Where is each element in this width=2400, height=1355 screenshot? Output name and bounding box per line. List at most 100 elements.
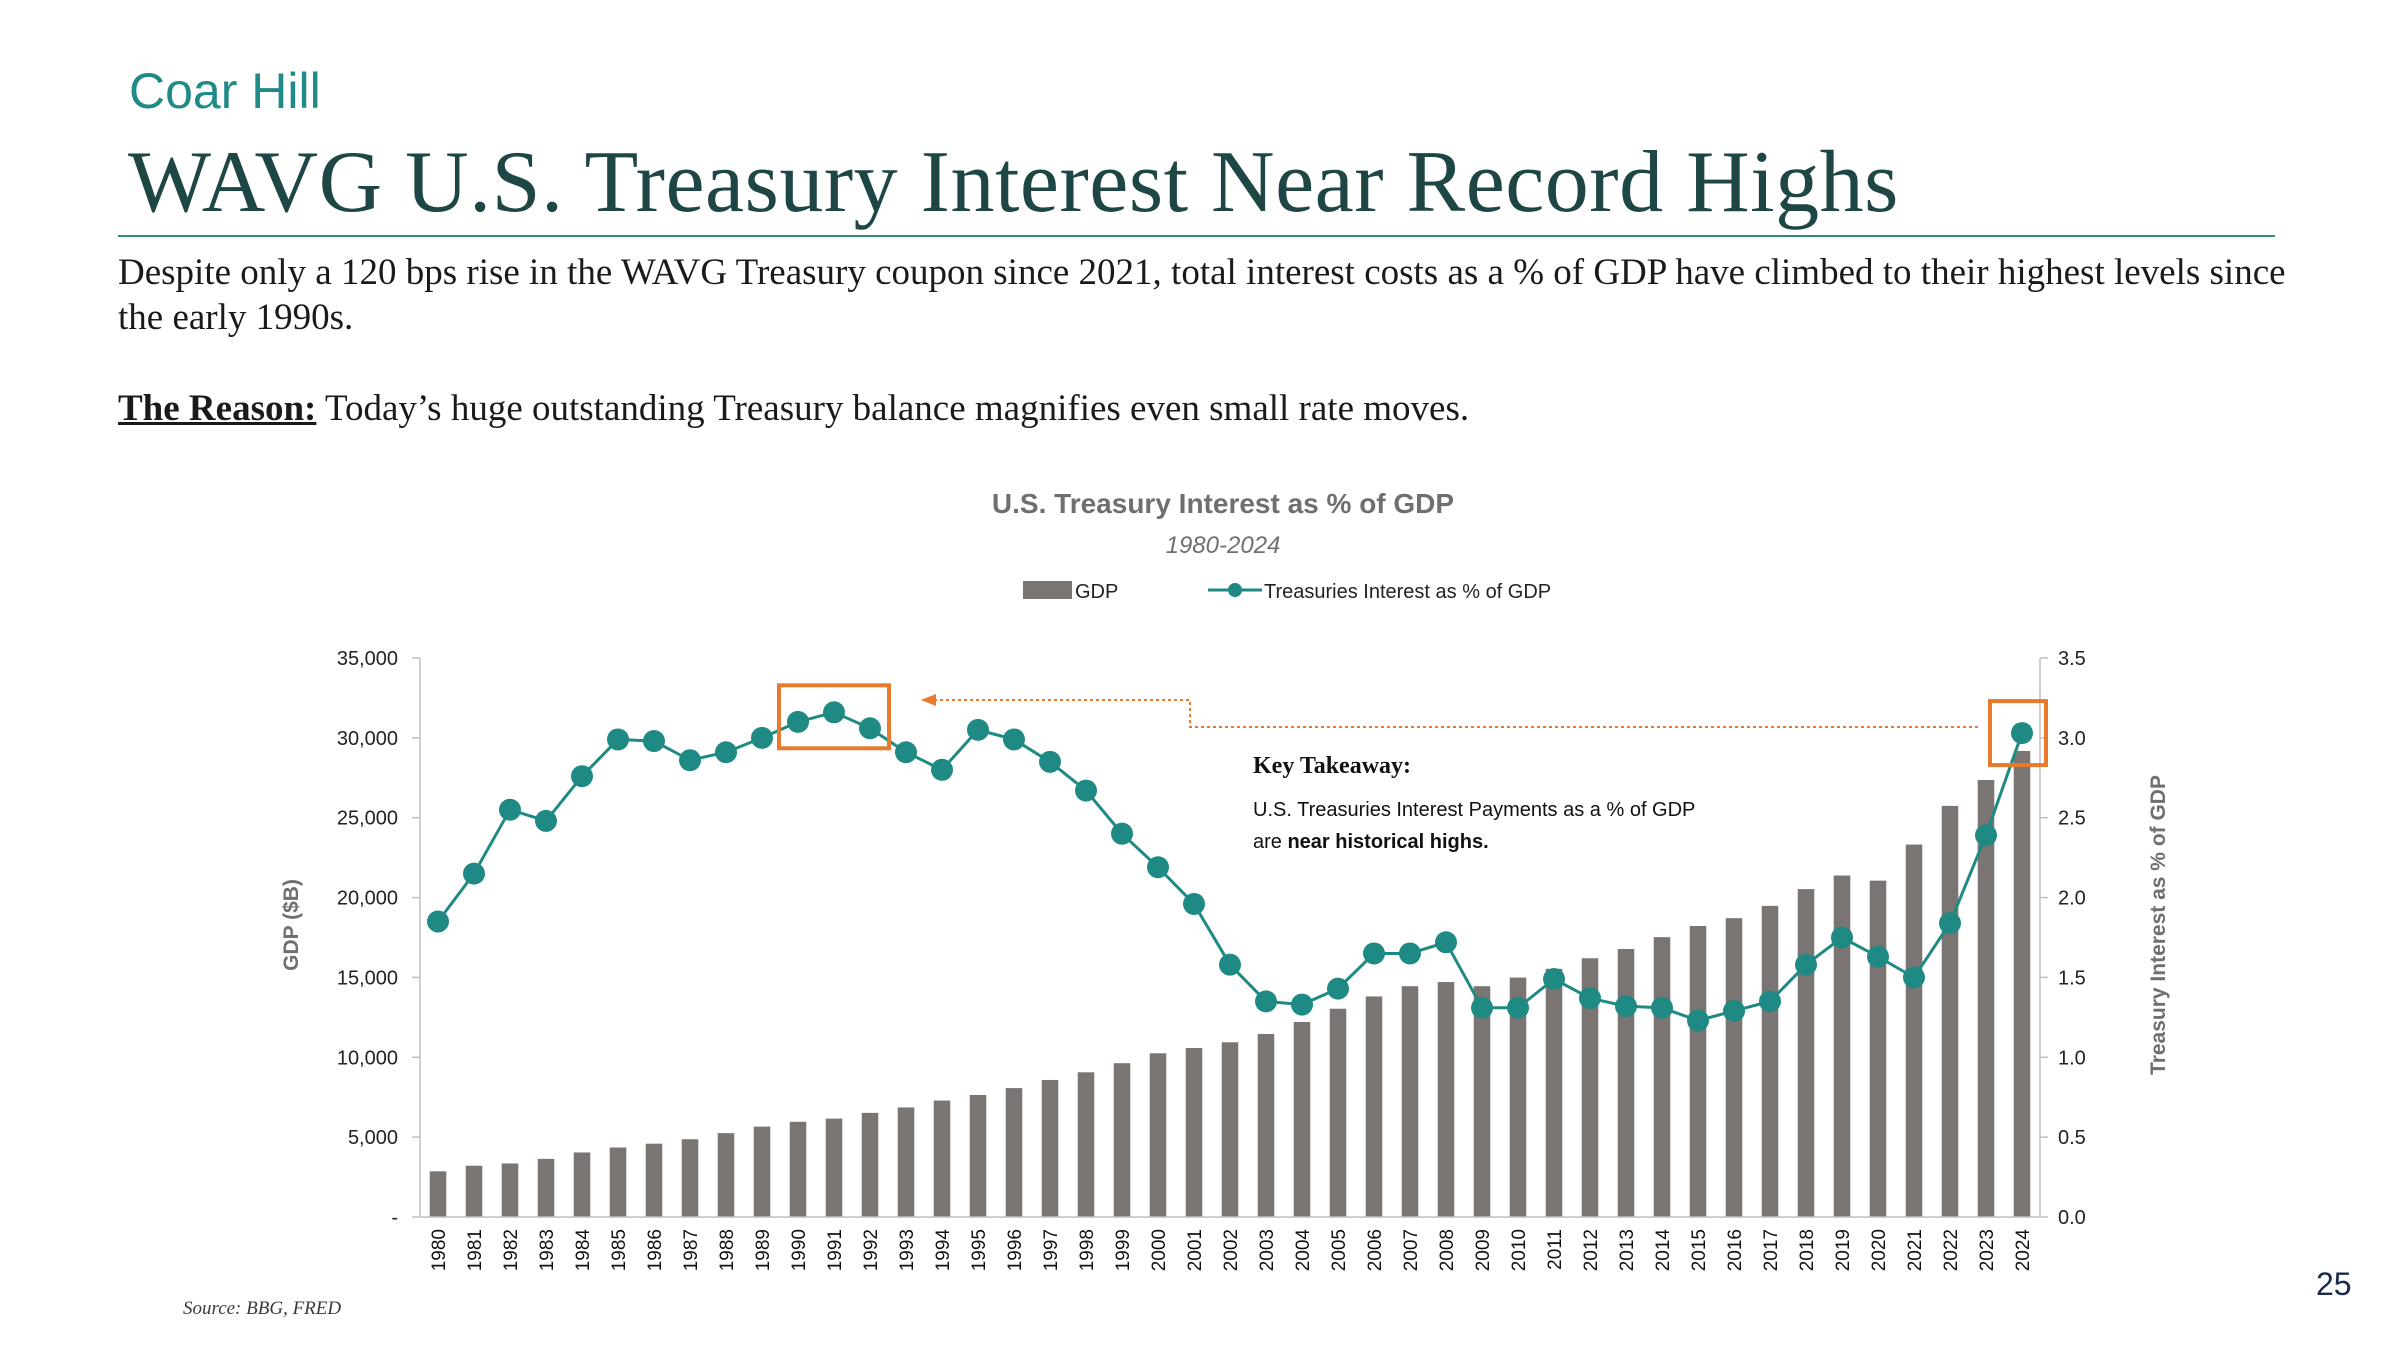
chart-legend: GDP Treasuries Interest as % of GDP	[1023, 581, 1551, 603]
gdp-bar	[897, 1107, 915, 1217]
legend-label-interest: Treasuries Interest as % of GDP	[1264, 581, 1551, 603]
connector-arrowhead	[921, 694, 936, 706]
interest-point	[823, 701, 845, 724]
right-axis: 0.0 0.5 1.0 1.5 2.0 2.5 3.0 3.5	[2039, 648, 2086, 1229]
gdp-bars	[429, 750, 2031, 1217]
x-axis-year-label: 2002	[1221, 1229, 1242, 1271]
x-axis-year-label: 1986	[645, 1229, 666, 1271]
gdp-bar	[429, 1171, 447, 1217]
x-axis-year-label: 1980	[429, 1229, 450, 1271]
gdp-bar	[681, 1139, 699, 1217]
gdp-bar	[1113, 1063, 1131, 1217]
left-axis-tick-label: 25,000	[337, 808, 398, 830]
interest-point	[499, 798, 521, 821]
interest-point	[679, 749, 701, 772]
x-axis-year-label: 2018	[1797, 1229, 1818, 1271]
gdp-bar	[1581, 958, 1599, 1217]
gdp-bar	[1689, 926, 1707, 1217]
interest-point	[1435, 931, 1457, 954]
gdp-bar	[1221, 1042, 1239, 1217]
x-axis-year-label: 2001	[1185, 1229, 1206, 1271]
x-axis-year-label: 1987	[681, 1229, 702, 1271]
key-takeaway-annotation: Key Takeaway: U.S. Treasuries Interest P…	[1253, 753, 1695, 853]
interest-point	[1687, 1009, 1709, 1032]
x-axis-year-label: 2011	[1545, 1229, 1566, 1270]
reason-label: The Reason:	[118, 388, 317, 429]
left-axis-tick-label: 5,000	[348, 1127, 398, 1149]
right-axis-tick-label: 0.0	[2058, 1207, 2086, 1229]
x-axis-year-label: 1999	[1113, 1229, 1134, 1271]
interest-point	[427, 910, 449, 933]
interest-point	[1291, 993, 1313, 1016]
takeaway-line-2: are near historical highs.	[1253, 831, 1489, 853]
page-number: 25	[2316, 1266, 2352, 1302]
gdp-bar	[789, 1121, 807, 1217]
x-axis-year-label: 2015	[1689, 1229, 1710, 1271]
legend-swatch-marker	[1228, 583, 1242, 597]
x-axis-year-label: 2014	[1653, 1229, 1674, 1272]
interest-point	[1111, 822, 1133, 845]
interest-point	[1507, 996, 1529, 1019]
interest-point	[1651, 996, 1673, 1019]
gdp-bar	[1869, 880, 1887, 1217]
gdp-bar	[717, 1133, 735, 1217]
x-axis-year-label: 1985	[609, 1229, 630, 1271]
x-axis-year-label: 1994	[933, 1229, 954, 1272]
right-axis-tick-label: 3.5	[2058, 648, 2086, 670]
interest-point	[607, 728, 629, 751]
legend-label-gdp: GDP	[1075, 581, 1118, 603]
gdp-bar	[1545, 968, 1563, 1217]
interest-point	[1219, 953, 1241, 976]
interest-point	[1471, 996, 1493, 1019]
interest-point	[859, 717, 881, 740]
interest-point	[895, 741, 917, 764]
x-axis-year-label: 1996	[1005, 1229, 1026, 1271]
x-axis-year-label: 1995	[969, 1229, 990, 1271]
reason-paragraph: The Reason: Today’s huge outstanding Tre…	[118, 387, 1469, 430]
x-axis-year-label: 2020	[1869, 1229, 1890, 1271]
left-axis: - 5,000 10,000 15,000 20,000 25,000 30,000 35,0…	[337, 648, 421, 1229]
x-axis-year-label: 2000	[1149, 1229, 1170, 1271]
interest-point	[1831, 926, 1853, 949]
gdp-bar	[501, 1163, 519, 1217]
gdp-bar	[1653, 937, 1671, 1217]
x-axis-year-label: 2022	[1941, 1229, 1962, 1271]
gdp-bar	[465, 1165, 483, 1217]
x-axis-year-label: 1983	[537, 1229, 558, 1271]
interest-point	[1615, 995, 1637, 1018]
interest-point	[1147, 856, 1169, 879]
gdp-bar	[1725, 918, 1743, 1217]
gdp-bar	[1185, 1048, 1203, 1217]
interest-point	[751, 726, 773, 749]
interest-point	[1003, 728, 1025, 751]
x-axis-year-label: 2012	[1581, 1229, 1602, 1271]
x-axis-year-label: 1997	[1041, 1229, 1062, 1271]
interest-point	[1543, 968, 1565, 991]
gdp-bar	[1149, 1053, 1167, 1217]
interest-point	[535, 809, 557, 832]
interest-point	[1759, 990, 1781, 1013]
interest-point	[1903, 966, 1925, 989]
right-axis-tick-label: 2.5	[2058, 808, 2086, 830]
gdp-bar	[609, 1147, 627, 1217]
gdp-bar	[969, 1094, 987, 1217]
x-axis-year-label: 1991	[825, 1229, 846, 1271]
left-axis-tick-label: -	[391, 1207, 398, 1229]
takeaway-line-2-prefix: are	[1253, 831, 1287, 853]
x-axis-year-label: 2007	[1401, 1229, 1422, 1271]
gdp-bar	[537, 1158, 555, 1217]
chart-subtitle: 1980-2024	[1166, 532, 1281, 559]
highlight-boxes	[777, 683, 2048, 768]
x-axis-year-label: 1988	[717, 1229, 738, 1271]
x-axis-year-label: 2013	[1617, 1229, 1638, 1271]
highlight-connector	[921, 694, 1978, 728]
gdp-bar	[1077, 1072, 1095, 1217]
interest-point	[1183, 892, 1205, 915]
x-axis-year-label: 2005	[1329, 1229, 1350, 1271]
title-divider	[118, 235, 2275, 237]
takeaway-line-1: U.S. Treasuries Interest Payments as a %…	[1253, 799, 1695, 821]
interest-point	[1867, 945, 1889, 968]
x-axis-year-label: 2009	[1473, 1229, 1494, 1271]
interest-point	[1327, 977, 1349, 1000]
interest-point	[1399, 942, 1421, 965]
